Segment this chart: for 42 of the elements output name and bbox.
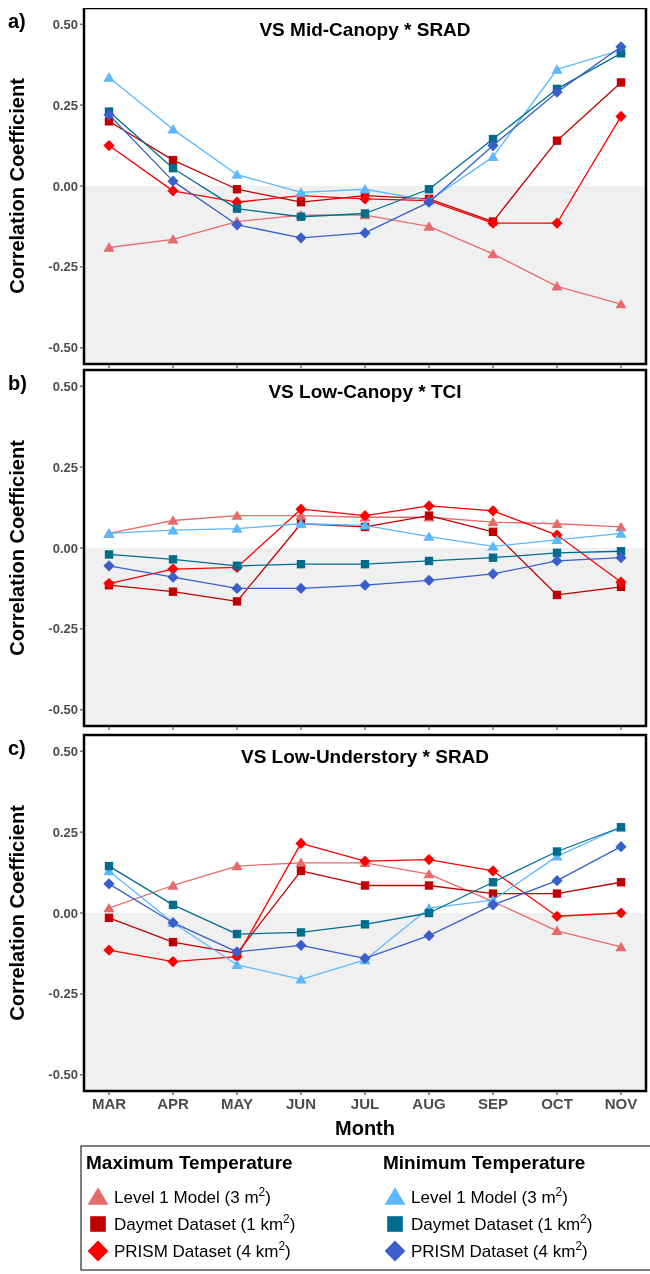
y-axis-title: Correlation Coefficient xyxy=(6,804,28,1021)
legend-label: Daymet Dataset (1 km$^{2}$) xyxy=(411,1212,593,1234)
x-axis-title: Month xyxy=(335,1117,395,1139)
x-tick-label: JUN xyxy=(285,1095,317,1112)
text: b) xyxy=(8,372,27,394)
text: VS Mid-Canopy * SRAD xyxy=(259,19,471,40)
x-tick-label: AUG xyxy=(412,1095,446,1112)
y-tick-label: -0.25 xyxy=(48,259,78,275)
y-axis-title: Correlation Coefficient xyxy=(6,77,28,294)
x-tick-label: NOV xyxy=(604,1095,638,1112)
text: Minimum Temperature xyxy=(383,1152,586,1173)
y-tick-label: 0.00 xyxy=(52,540,78,556)
x-tick-label: OCT xyxy=(541,1095,573,1112)
y-tick-label: 0.50 xyxy=(52,378,78,394)
legend-label: Level 1 Model (3 m$^{2}$) xyxy=(114,1185,271,1207)
y-tick-label: 0.25 xyxy=(52,459,78,475)
y-tick-label: 0.00 xyxy=(52,178,78,194)
x-tick-label: MAY xyxy=(221,1095,253,1112)
x-tick-label: APR xyxy=(157,1095,189,1112)
y-tick-label: -0.50 xyxy=(48,340,78,356)
y-tick-label: 0.50 xyxy=(52,743,78,759)
text: VS Low-Understory * SRAD xyxy=(240,746,490,767)
text: VS Low-Canopy * TCI xyxy=(268,381,462,402)
y-tick-label: 0.00 xyxy=(52,905,78,921)
x-tick-label: JUL xyxy=(350,1095,380,1112)
text: c) xyxy=(8,737,26,759)
y-tick-label: -0.50 xyxy=(48,1067,78,1083)
text: Maximum Temperature xyxy=(86,1152,293,1173)
y-tick-label: -0.50 xyxy=(48,702,78,718)
y-tick-label: 0.50 xyxy=(52,16,78,32)
y-tick-label: 0.25 xyxy=(52,97,78,113)
x-tick-label: SEP xyxy=(477,1095,509,1112)
legend-label: PRISM Dataset (4 km$^{2}$) xyxy=(411,1239,588,1261)
legend-label: Daymet Dataset (1 km$^{2}$) xyxy=(114,1212,296,1234)
legend-label: Level 1 Model (3 m$^{2}$) xyxy=(411,1185,568,1207)
y-tick-label: 0.25 xyxy=(52,824,78,840)
y-tick-label: -0.25 xyxy=(48,986,78,1002)
y-axis-title: Correlation Coefficient xyxy=(6,439,28,656)
legend-label: PRISM Dataset (4 km$^{2}$) xyxy=(114,1239,291,1261)
text: a) xyxy=(8,10,26,32)
y-tick-label: -0.25 xyxy=(48,621,78,637)
x-tick-label: MAR xyxy=(91,1095,127,1112)
